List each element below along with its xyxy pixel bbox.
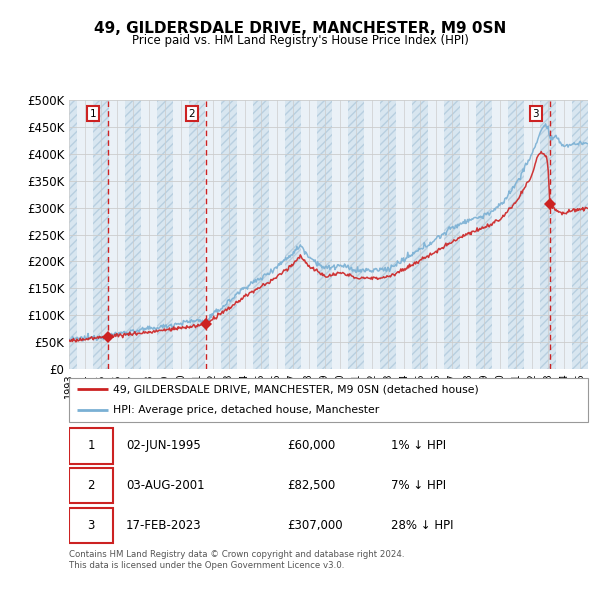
Bar xyxy=(173,100,189,369)
Bar xyxy=(444,100,460,369)
Text: 3: 3 xyxy=(88,519,95,532)
Bar xyxy=(205,100,221,369)
Bar xyxy=(572,100,588,369)
Bar xyxy=(141,100,157,369)
Bar xyxy=(77,100,93,369)
Text: 28% ↓ HPI: 28% ↓ HPI xyxy=(391,519,453,532)
FancyBboxPatch shape xyxy=(69,468,113,503)
FancyBboxPatch shape xyxy=(69,378,588,422)
Bar xyxy=(125,100,141,369)
Bar xyxy=(253,100,269,369)
Bar xyxy=(317,100,332,369)
Text: 17-FEB-2023: 17-FEB-2023 xyxy=(126,519,202,532)
Bar xyxy=(125,100,141,369)
Bar xyxy=(349,100,364,369)
Text: 1: 1 xyxy=(90,109,97,119)
Text: £307,000: £307,000 xyxy=(287,519,343,532)
Bar xyxy=(109,100,125,369)
Bar xyxy=(476,100,492,369)
Bar xyxy=(428,100,444,369)
Text: £82,500: £82,500 xyxy=(287,478,335,492)
Bar xyxy=(412,100,428,369)
Text: 49, GILDERSDALE DRIVE, MANCHESTER, M9 0SN (detached house): 49, GILDERSDALE DRIVE, MANCHESTER, M9 0S… xyxy=(113,384,479,394)
Text: 02-JUN-1995: 02-JUN-1995 xyxy=(126,439,201,452)
Bar xyxy=(284,100,301,369)
Bar xyxy=(364,100,380,369)
Bar xyxy=(93,100,109,369)
Bar xyxy=(284,100,301,369)
Bar xyxy=(349,100,364,369)
Bar xyxy=(444,100,460,369)
Bar xyxy=(157,100,173,369)
Text: 3: 3 xyxy=(532,109,539,119)
Bar xyxy=(189,100,205,369)
Text: 49, GILDERSDALE DRIVE, MANCHESTER, M9 0SN: 49, GILDERSDALE DRIVE, MANCHESTER, M9 0S… xyxy=(94,21,506,35)
FancyBboxPatch shape xyxy=(69,428,113,464)
Text: Price paid vs. HM Land Registry's House Price Index (HPI): Price paid vs. HM Land Registry's House … xyxy=(131,34,469,47)
Text: 1% ↓ HPI: 1% ↓ HPI xyxy=(391,439,446,452)
Bar xyxy=(269,100,284,369)
Bar xyxy=(317,100,332,369)
Bar xyxy=(460,100,476,369)
Bar xyxy=(540,100,556,369)
Bar xyxy=(93,100,109,369)
Bar xyxy=(157,100,173,369)
Bar xyxy=(492,100,508,369)
Bar xyxy=(508,100,524,369)
Text: 7% ↓ HPI: 7% ↓ HPI xyxy=(391,478,446,492)
Bar xyxy=(236,100,253,369)
Bar xyxy=(412,100,428,369)
Text: 03-AUG-2001: 03-AUG-2001 xyxy=(126,478,205,492)
Bar xyxy=(524,100,540,369)
Bar xyxy=(189,100,205,369)
Bar xyxy=(556,100,572,369)
Bar xyxy=(508,100,524,369)
Bar xyxy=(69,100,77,369)
Bar xyxy=(69,100,77,369)
Text: 1: 1 xyxy=(88,439,95,452)
Text: HPI: Average price, detached house, Manchester: HPI: Average price, detached house, Manc… xyxy=(113,405,379,415)
Bar xyxy=(397,100,412,369)
Bar xyxy=(476,100,492,369)
Bar xyxy=(221,100,236,369)
Bar xyxy=(253,100,269,369)
Bar xyxy=(301,100,317,369)
Bar xyxy=(221,100,236,369)
Bar xyxy=(380,100,397,369)
Text: Contains HM Land Registry data © Crown copyright and database right 2024.: Contains HM Land Registry data © Crown c… xyxy=(69,550,404,559)
Bar xyxy=(380,100,397,369)
Bar xyxy=(572,100,588,369)
Bar xyxy=(332,100,349,369)
Bar xyxy=(540,100,556,369)
Text: 2: 2 xyxy=(188,109,195,119)
FancyBboxPatch shape xyxy=(69,508,113,543)
Text: £60,000: £60,000 xyxy=(287,439,335,452)
Text: This data is licensed under the Open Government Licence v3.0.: This data is licensed under the Open Gov… xyxy=(69,560,344,569)
Text: 2: 2 xyxy=(88,478,95,492)
